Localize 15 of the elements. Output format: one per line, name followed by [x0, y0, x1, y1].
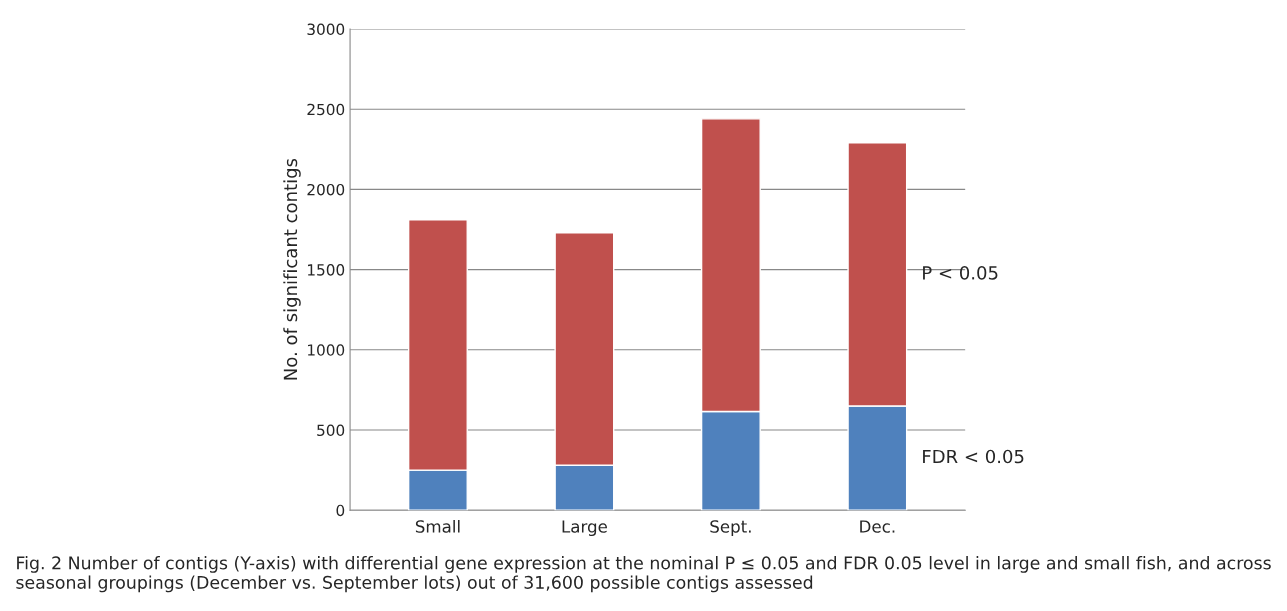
- y-tick-label: 0: [336, 504, 345, 517]
- y-tick-label: 3000: [307, 23, 345, 36]
- y-tick-label: 2500: [307, 103, 345, 116]
- x-tick-label: Dec.: [860, 520, 895, 533]
- x-tick-label: Sept.: [710, 520, 751, 537]
- caption: Fig. 2 Number of contigs (Y-axis) with differential gene expression at the nominal P ≤ 0.05 and FDR 0.05 level in large and small fish, and across seasonal groupings (December vs. September lots) out of 31,600 possible contigs assessed: [16, 556, 1271, 593]
- y-tick-label: 500: [317, 424, 345, 437]
- x-tick-label: Large: [562, 520, 607, 537]
- y-tick-label: 1000: [308, 344, 345, 356]
- y-tick-label: 1500: [308, 264, 345, 276]
- series-label: FDR < 0.05: [923, 449, 1024, 464]
- y-tick-label: 2000: [307, 183, 345, 196]
- series-label: P < 0.05: [923, 266, 998, 280]
- x-tick-label: Small: [415, 519, 460, 533]
- y-axis-title: No. of significant contigs: [283, 158, 301, 380]
